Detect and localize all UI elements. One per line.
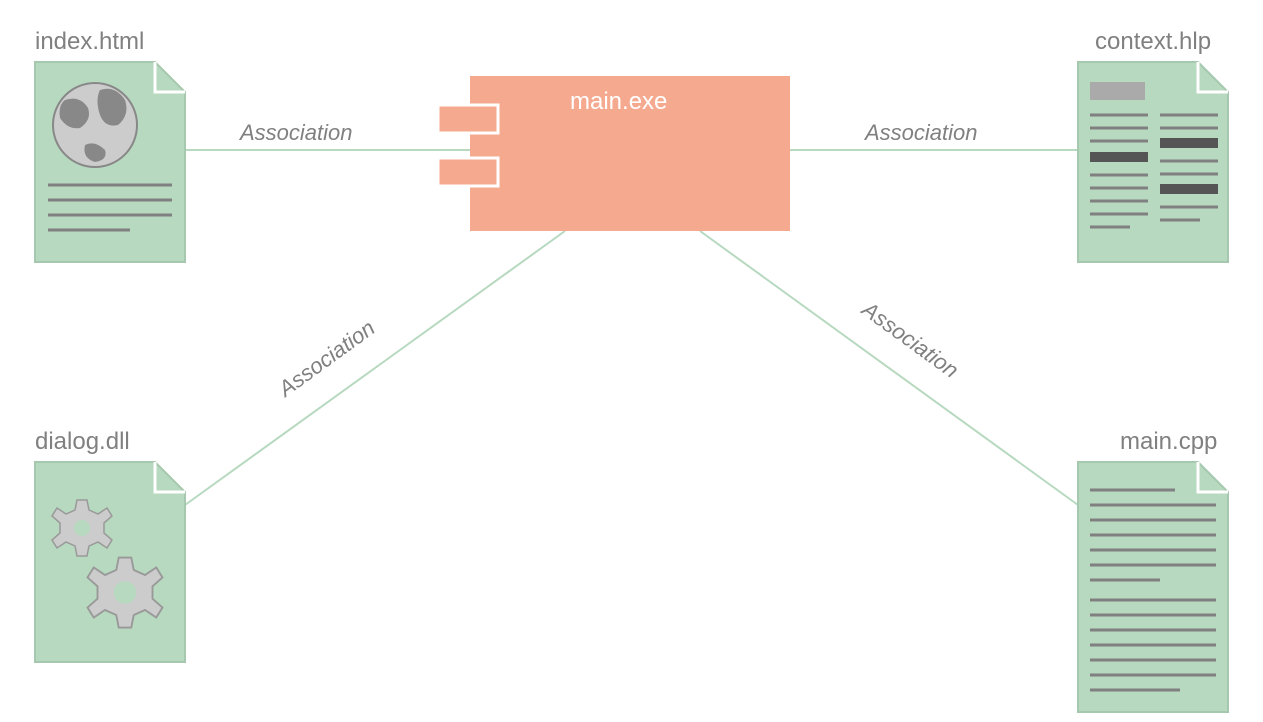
label-main-cpp: main.cpp <box>1120 428 1217 456</box>
doc-context-hlp <box>1078 62 1228 262</box>
label-main-exe: main.exe <box>570 88 667 116</box>
edge-label-2: Association <box>863 120 978 145</box>
doc-main-cpp <box>1078 462 1228 712</box>
edge-label-3: Association <box>272 315 379 403</box>
label-context-hlp: context.hlp <box>1095 28 1211 56</box>
globe-icon <box>53 83 137 167</box>
edge-assoc-4 <box>700 231 1078 505</box>
edge-label-1: Association <box>238 120 353 145</box>
edge-assoc-3 <box>185 231 565 505</box>
edge-label-4: Association <box>856 295 963 383</box>
doc-index-html <box>35 62 185 262</box>
doc-dialog-dll <box>35 462 185 662</box>
label-index-html: index.html <box>35 28 144 56</box>
label-dialog-dll: dialog.dll <box>35 428 130 456</box>
